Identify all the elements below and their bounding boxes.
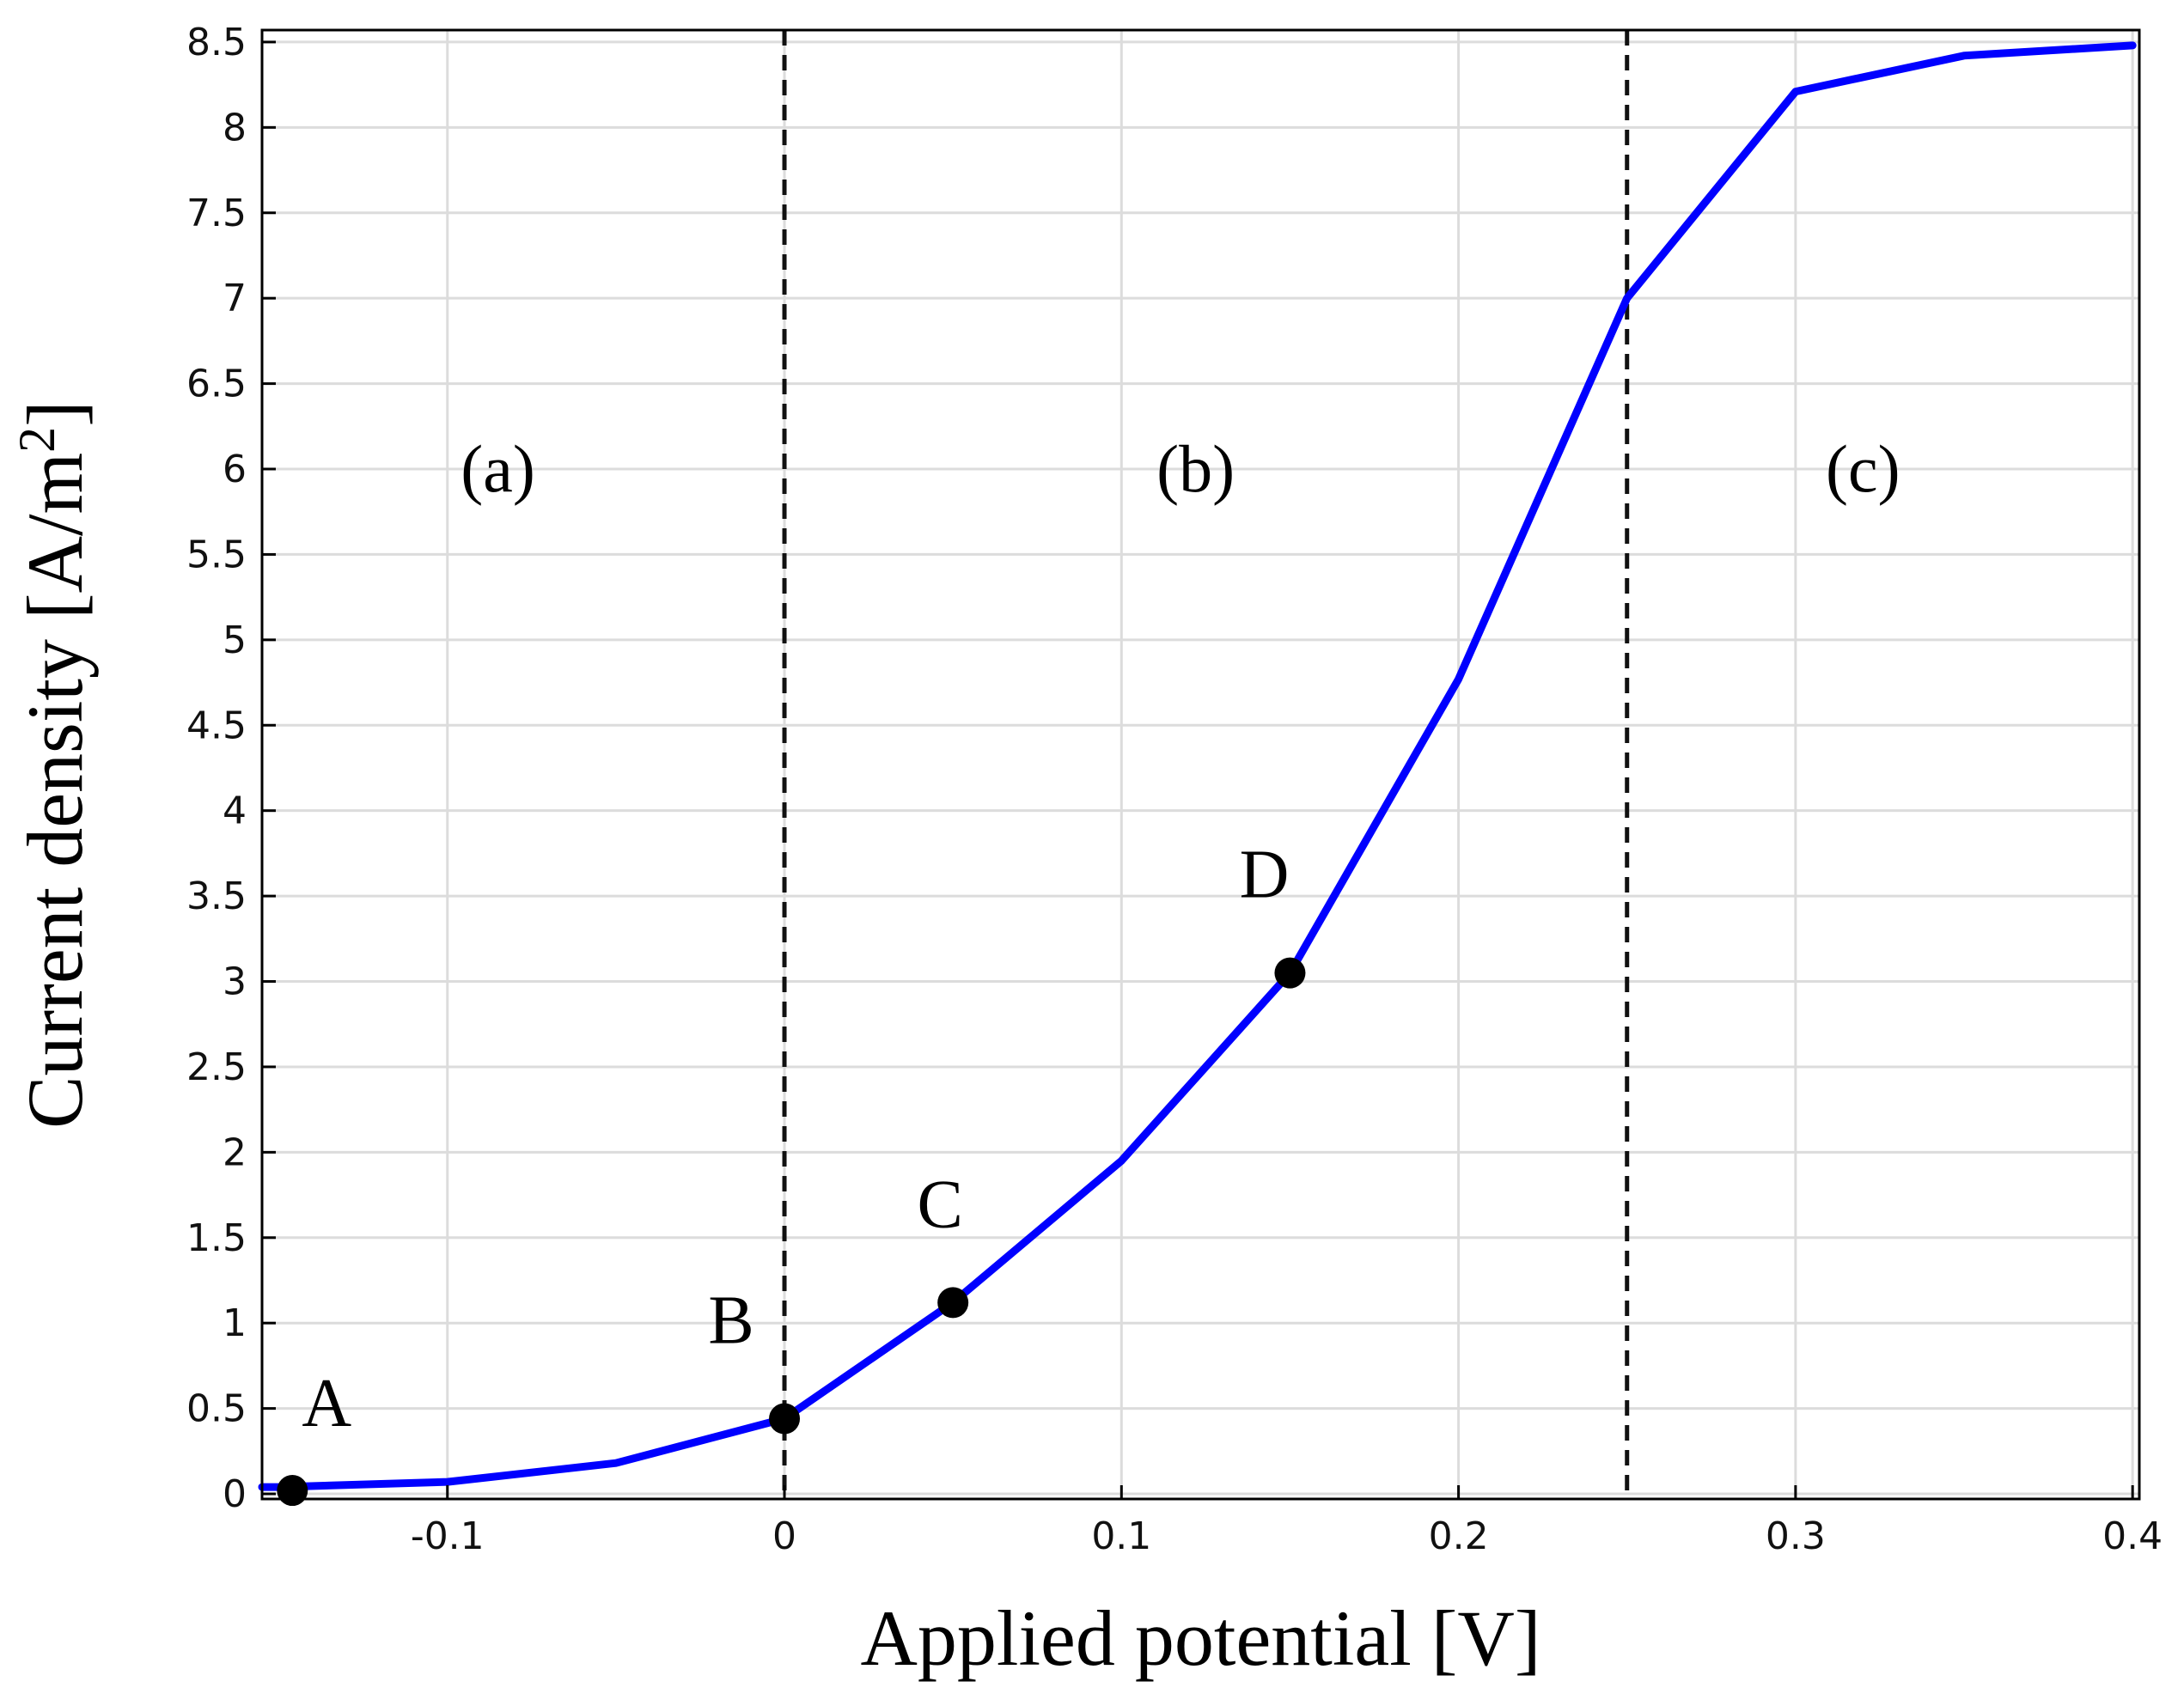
y-tick-label: 8 xyxy=(223,106,247,149)
y-axis-title-close: ] xyxy=(11,400,99,427)
y-axis-title-superscript: 2 xyxy=(9,427,65,453)
region-boundaries xyxy=(782,30,1630,1499)
point-marker-d xyxy=(1274,957,1306,989)
y-tick-label: 7.5 xyxy=(186,192,247,235)
x-tick-label: 0.3 xyxy=(1766,1514,1826,1558)
point-marker-b xyxy=(769,1403,801,1435)
x-tick-label: 0 xyxy=(772,1514,796,1558)
y-axis-title: Current density [A/m2] xyxy=(9,400,99,1129)
y-tick-label: 3.5 xyxy=(186,874,247,918)
y-tick-label: 1.5 xyxy=(186,1216,247,1260)
y-tick-label: 4.5 xyxy=(186,704,247,747)
point-marker-c xyxy=(937,1287,969,1319)
x-tick-label: 0.4 xyxy=(2102,1514,2163,1558)
point-marker-a xyxy=(277,1475,308,1507)
y-tick-label: 6 xyxy=(223,448,247,491)
series-layer xyxy=(258,41,2137,1491)
y-tick-label: 0 xyxy=(223,1472,247,1516)
x-tick-label: 0.2 xyxy=(1429,1514,1489,1558)
y-tick-label: 3 xyxy=(223,960,247,1004)
y-tick-label: 0.5 xyxy=(186,1387,247,1431)
y-tick-label: 5.5 xyxy=(186,533,247,576)
region-label: (c) xyxy=(1826,431,1900,506)
x-tick-label: 0.1 xyxy=(1091,1514,1151,1558)
region-label: (b) xyxy=(1156,431,1235,506)
y-tick-label: 8.5 xyxy=(186,21,247,64)
y-tick-label: 6.5 xyxy=(186,363,247,406)
y-tick-label: 4 xyxy=(223,789,247,833)
point-label-b: B xyxy=(708,1283,753,1359)
y-tick-label: 1 xyxy=(223,1301,247,1345)
x-axis-title: Applied potential [V] xyxy=(860,1594,1540,1682)
plot-frame xyxy=(260,28,2141,1501)
point-label-d: D xyxy=(1240,838,1290,913)
x-tick-label: -0.1 xyxy=(411,1514,485,1558)
y-tick-label: 2.5 xyxy=(186,1045,247,1089)
axis-ticks: -0.1 0 0.1 0.2 0.3 0.4 0 0.5 1 1.5 2 2.5 3 3.5 4 4.5 5 5.… xyxy=(186,21,2163,1558)
point-label-c: C xyxy=(917,1167,962,1242)
series-line-0 xyxy=(258,41,2137,1491)
grid xyxy=(262,30,2139,1499)
data-points: A B C D xyxy=(277,838,1306,1507)
y-tick-label: 7 xyxy=(223,277,247,320)
region-labels: (a) (b) (c) xyxy=(461,431,1900,506)
region-label: (a) xyxy=(461,431,535,506)
y-tick-label: 5 xyxy=(223,618,247,662)
point-label-a: A xyxy=(302,1366,351,1441)
y-axis-title-main: Current density [A/m xyxy=(11,453,99,1129)
y-tick-label: 2 xyxy=(223,1130,247,1174)
